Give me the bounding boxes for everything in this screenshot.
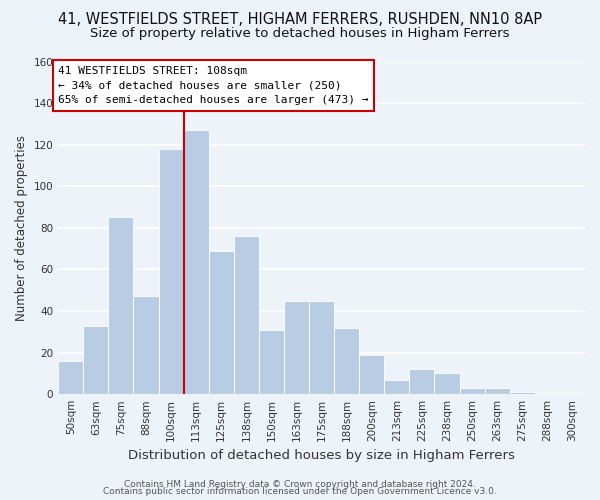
Bar — [434, 374, 460, 394]
Bar — [158, 149, 184, 394]
Y-axis label: Number of detached properties: Number of detached properties — [15, 135, 28, 321]
Bar — [259, 330, 284, 394]
Bar — [109, 218, 133, 394]
Bar — [234, 236, 259, 394]
X-axis label: Distribution of detached houses by size in Higham Ferrers: Distribution of detached houses by size … — [128, 450, 515, 462]
Bar — [385, 380, 409, 394]
Text: Contains public sector information licensed under the Open Government Licence v3: Contains public sector information licen… — [103, 488, 497, 496]
Bar — [309, 300, 334, 394]
Bar — [334, 328, 359, 394]
Bar — [209, 250, 234, 394]
Text: 41, WESTFIELDS STREET, HIGHAM FERRERS, RUSHDEN, NN10 8AP: 41, WESTFIELDS STREET, HIGHAM FERRERS, R… — [58, 12, 542, 28]
Bar — [184, 130, 209, 394]
Bar — [359, 354, 385, 394]
Bar — [485, 388, 510, 394]
Bar — [133, 296, 158, 394]
Bar — [284, 300, 309, 394]
Bar — [460, 388, 485, 394]
Bar — [58, 361, 83, 394]
Bar — [510, 392, 535, 394]
Bar — [83, 326, 109, 394]
Text: 41 WESTFIELDS STREET: 108sqm
← 34% of detached houses are smaller (250)
65% of s: 41 WESTFIELDS STREET: 108sqm ← 34% of de… — [58, 66, 368, 106]
Text: Size of property relative to detached houses in Higham Ferrers: Size of property relative to detached ho… — [90, 28, 510, 40]
Text: Contains HM Land Registry data © Crown copyright and database right 2024.: Contains HM Land Registry data © Crown c… — [124, 480, 476, 489]
Bar — [409, 369, 434, 394]
